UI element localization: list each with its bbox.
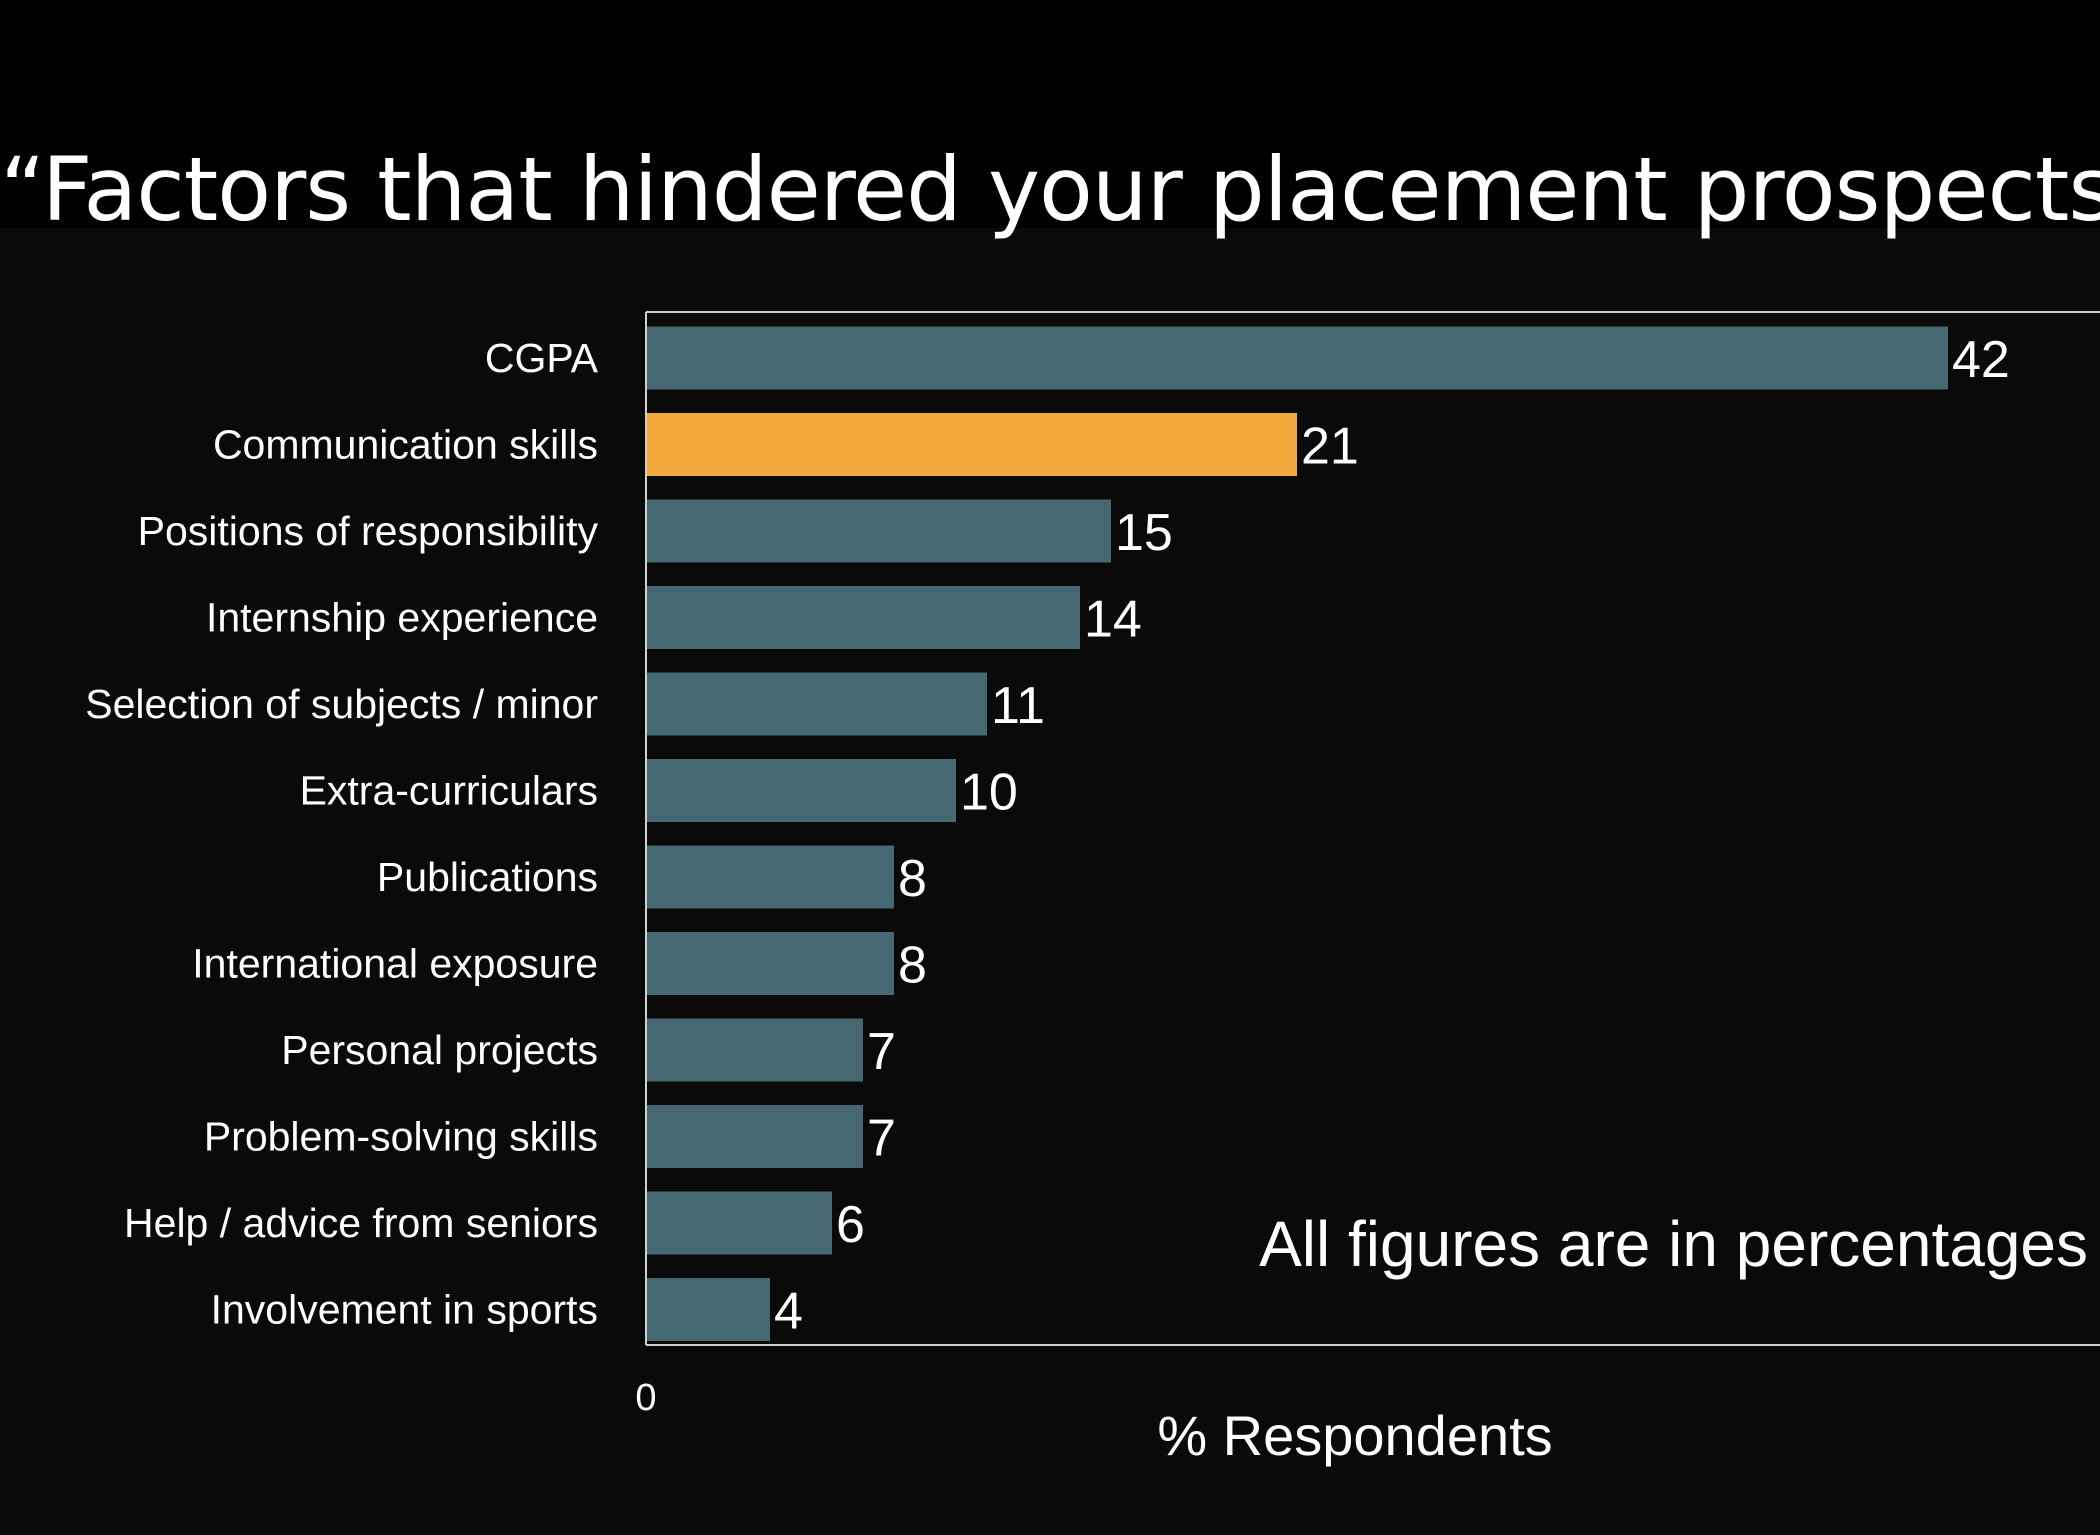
value-label-6: 8 xyxy=(898,850,927,908)
value-label-9: 7 xyxy=(867,1110,896,1168)
value-label-5: 10 xyxy=(960,764,1018,822)
bar-6 xyxy=(646,845,894,909)
bar-5 xyxy=(646,759,956,822)
category-label-9: Problem-solving skills xyxy=(204,1114,598,1160)
value-label-10: 6 xyxy=(836,1196,865,1254)
bar-1 xyxy=(646,413,1297,476)
bar-10 xyxy=(646,1191,832,1255)
value-label-3: 14 xyxy=(1084,591,1142,649)
bar-4 xyxy=(646,672,987,736)
category-label-1: Communication skills xyxy=(213,422,598,468)
category-label-4: Selection of subjects / minor xyxy=(85,681,598,727)
bar-7 xyxy=(646,932,894,995)
category-label-5: Extra-curriculars xyxy=(300,768,598,814)
bar-9 xyxy=(646,1105,863,1168)
category-label-2: Positions of responsibility xyxy=(138,508,599,554)
bar-0 xyxy=(646,326,1948,390)
category-label-3: Internship experience xyxy=(206,595,598,641)
x-tick-label-0: 0 xyxy=(635,1377,656,1419)
category-label-11: Involvement in sports xyxy=(211,1287,598,1333)
category-labels: CGPA Communication skills Positions of res… xyxy=(85,335,598,1333)
value-label-7: 8 xyxy=(898,937,927,995)
category-label-6: Publications xyxy=(377,854,598,900)
x-axis-title: % Respondents xyxy=(1157,1404,1552,1467)
bars-layer xyxy=(646,326,1948,1341)
value-label-8: 7 xyxy=(867,1023,896,1081)
bar-2 xyxy=(646,499,1111,563)
bar-3 xyxy=(646,586,1080,649)
category-label-7: International exposure xyxy=(192,941,598,987)
value-label-2: 15 xyxy=(1115,504,1173,562)
value-label-0: 42 xyxy=(1952,331,2010,389)
bar-8 xyxy=(646,1018,863,1082)
value-label-1: 21 xyxy=(1301,418,1359,476)
bar-11 xyxy=(646,1278,770,1341)
percentage-note: All figures are in percentages xyxy=(1259,1208,2088,1280)
x-tick-labels: 0 xyxy=(635,1377,656,1419)
value-label-11: 4 xyxy=(774,1283,803,1341)
category-label-0: CGPA xyxy=(485,335,599,381)
value-label-4: 11 xyxy=(991,677,1045,735)
category-label-10: Help / advice from seniors xyxy=(124,1200,598,1246)
category-label-8: Personal projects xyxy=(281,1027,598,1073)
title-band xyxy=(0,0,2100,228)
chart-title: “Factors that hindered your placement pr… xyxy=(0,138,2100,241)
